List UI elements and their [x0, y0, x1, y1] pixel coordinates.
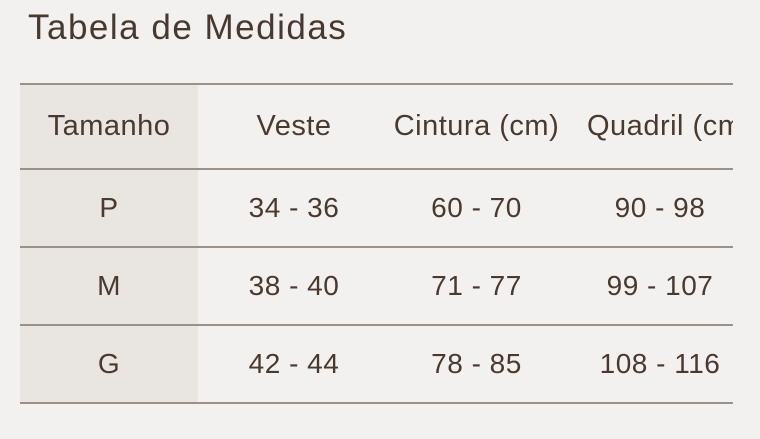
size-label-cell: M	[20, 247, 198, 326]
table-row-size-m: M 38 - 40 71 - 77 99 - 107	[20, 247, 733, 326]
column-header-cintura: Cintura (cm)	[390, 84, 563, 170]
quadril-value-cell: 108 - 116	[563, 325, 733, 404]
size-label-cell: G	[20, 325, 198, 404]
column-header-quadril: Quadril (cm)	[563, 84, 733, 170]
size-label-cell: P	[20, 169, 198, 248]
size-chart-table: Tamanho Veste Cintura (cm) Quadril (cm) …	[20, 83, 733, 404]
quadril-value-cell: 99 - 107	[563, 247, 733, 326]
cintura-value-cell: 71 - 77	[390, 247, 563, 326]
table-row-size-g: G 42 - 44 78 - 85 108 - 116	[20, 325, 733, 404]
veste-value-cell: 38 - 40	[198, 247, 390, 326]
cintura-value-cell: 78 - 85	[390, 325, 563, 404]
veste-value-cell: 42 - 44	[198, 325, 390, 404]
quadril-value-cell: 90 - 98	[563, 169, 733, 248]
column-header-tamanho: Tamanho	[20, 84, 198, 170]
table-header-row: Tamanho Veste Cintura (cm) Quadril (cm)	[20, 84, 733, 170]
cintura-value-cell: 60 - 70	[390, 169, 563, 248]
page-title: Tabela de Medidas	[28, 8, 348, 47]
table-row-size-p: P 34 - 36 60 - 70 90 - 98	[20, 169, 733, 248]
veste-value-cell: 34 - 36	[198, 169, 390, 248]
column-header-veste: Veste	[198, 84, 390, 170]
